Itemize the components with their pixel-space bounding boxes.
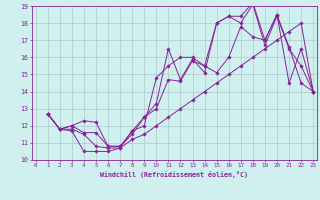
X-axis label: Windchill (Refroidissement éolien,°C): Windchill (Refroidissement éolien,°C) <box>100 171 248 178</box>
